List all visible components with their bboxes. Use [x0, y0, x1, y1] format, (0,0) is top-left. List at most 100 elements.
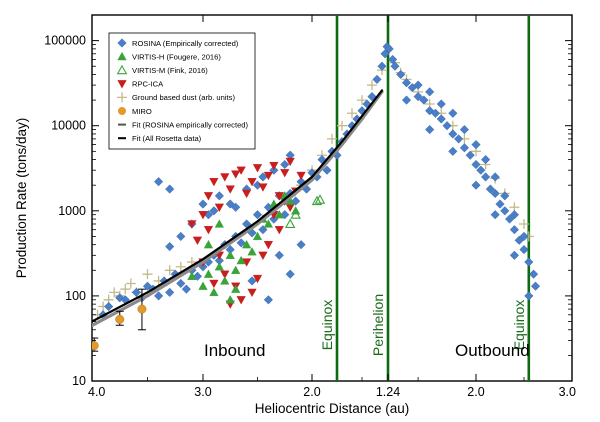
virtis-m-point — [284, 218, 296, 228]
rpc-ica-point — [214, 203, 224, 212]
rpc-ica-point — [247, 178, 257, 187]
rosina-point — [490, 210, 500, 220]
rosina-point — [165, 287, 175, 297]
rosina-point — [154, 291, 164, 301]
rosina-point — [258, 225, 268, 235]
legend-marker-circle — [118, 107, 126, 115]
y-tick-label: 10000 — [51, 119, 86, 133]
rosina-point — [465, 150, 475, 160]
rpc-ica-point — [252, 274, 263, 284]
rosina-point — [530, 281, 541, 291]
virtis-h-point — [187, 271, 197, 280]
rosina-point — [500, 191, 510, 201]
x-tick-label: 1.24 — [376, 385, 400, 399]
rosina-point — [481, 154, 491, 165]
virtis-h-point — [209, 287, 219, 297]
legend-label: Fit (All Rosetta data) — [132, 134, 202, 143]
rosina-point — [519, 231, 529, 242]
rosina-point — [425, 87, 435, 97]
rpc-ica-point — [192, 236, 203, 246]
legend-label: Ground based dust (arb. units) — [132, 93, 235, 102]
series-virtis-m — [284, 194, 326, 228]
rpc-ica-point — [252, 164, 263, 173]
x-axis-title: Heliocentric Distance (au) — [255, 401, 410, 416]
rpc-ica-point — [231, 170, 241, 179]
rosina-point — [165, 241, 175, 252]
rosina-point — [509, 225, 519, 235]
virtis-h-point — [214, 219, 224, 228]
fit-all-rosetta-line — [92, 89, 384, 323]
region-label-outbound: Outbound — [455, 341, 530, 360]
legend-label: ROSINA (Empirically corrected) — [132, 39, 239, 48]
rosina-point — [471, 159, 481, 170]
y-tick-label: 10 — [72, 374, 86, 388]
virtis-h-point — [236, 255, 246, 265]
miro-point — [137, 304, 147, 314]
rosina-point — [154, 177, 164, 187]
ground-dust-point — [337, 120, 347, 131]
rosina-point — [430, 108, 441, 118]
rosina-point — [236, 238, 246, 248]
y-tick-label: 1000 — [58, 204, 86, 218]
rpc-ica-point — [225, 185, 235, 194]
rosina-point — [192, 271, 203, 281]
virtis-h-point — [241, 239, 252, 249]
ground-dust-point — [347, 108, 357, 119]
miro-point — [115, 314, 125, 324]
legend-marker-triangle-open — [116, 64, 128, 75]
rosina-point — [176, 278, 186, 289]
legend-label: VIRTIS-M (Fink, 2016) — [132, 66, 208, 75]
rpc-ica-point — [274, 226, 284, 235]
rosina-point — [436, 99, 446, 109]
ground-dust-point — [120, 284, 131, 295]
rosina-point — [388, 54, 398, 65]
ground-dust-point — [327, 133, 337, 144]
virtis-m-point — [311, 195, 323, 206]
virtis-h-point — [225, 295, 235, 304]
rpc-ica-point — [263, 171, 274, 181]
rosina-point — [274, 250, 284, 260]
ground-dust-point — [109, 287, 120, 298]
rosina-point — [419, 95, 429, 105]
legend-item: MIRO — [118, 107, 152, 116]
legend-item: RPC-ICA — [117, 80, 164, 89]
rosina-point — [396, 69, 406, 80]
rosina-point — [524, 257, 534, 267]
ground-dust-point — [367, 80, 377, 91]
ground-dust-point — [164, 265, 175, 276]
legend-item: Fit (ROSINA empirically corrected) — [118, 120, 249, 129]
rpc-ica-point — [296, 171, 306, 181]
virtis-h-point — [203, 239, 214, 249]
rosina-point — [285, 269, 295, 279]
rosina-point — [384, 44, 394, 54]
legend-label: MIRO — [132, 107, 152, 116]
rosina-point — [505, 214, 515, 224]
virtis-h-point — [252, 231, 263, 241]
data-layer — [92, 42, 541, 320]
rosina-point — [214, 191, 224, 201]
rosina-point — [459, 125, 470, 135]
legend-label: Fit (ROSINA empirically corrected) — [132, 120, 249, 129]
rosina-point — [509, 210, 519, 220]
rosina-point — [425, 106, 435, 116]
rosina-point — [104, 301, 114, 312]
rpc-ica-point — [187, 220, 197, 229]
virtis-h-point — [214, 262, 224, 271]
rosina-point — [490, 188, 500, 199]
rosina-point — [176, 231, 186, 242]
rosina-point — [454, 134, 464, 144]
rosina-point — [481, 172, 491, 182]
rpc-ica-point — [258, 251, 268, 261]
rosina-point — [198, 199, 208, 209]
legend-marker-plus — [117, 92, 127, 103]
x-tick-label: 2.0 — [467, 385, 484, 399]
rosina-point — [322, 165, 332, 175]
rpc-ica-point — [203, 192, 214, 201]
rosina-point — [519, 245, 529, 255]
ground-dust-point — [142, 269, 153, 280]
rpc-ica-point — [285, 157, 295, 167]
legend-box — [108, 32, 256, 150]
rosina-point — [401, 78, 412, 88]
virtis-h-point — [231, 265, 241, 274]
